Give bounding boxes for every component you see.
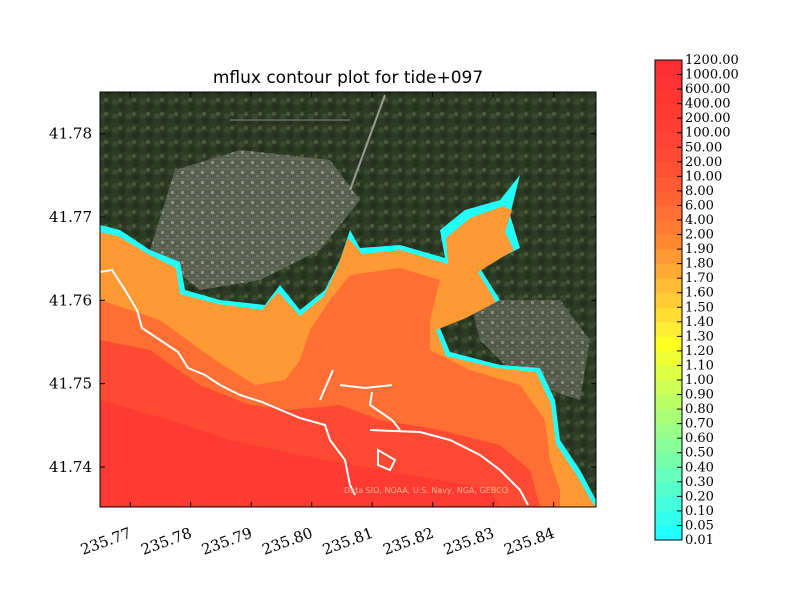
colorbar-segment: [655, 336, 682, 352]
colorbar-segment: [655, 510, 682, 526]
colorbar-segment: [655, 147, 682, 163]
shoreline-contours: [100, 268, 529, 506]
colorbar-segment: [655, 307, 682, 323]
colorbar-label: 0.40: [685, 460, 714, 475]
colorbar-segment: [655, 467, 682, 483]
colorbar-label: 2.00: [685, 228, 714, 243]
colorbar-label: 0.30: [685, 475, 714, 490]
colorbar-segment: [655, 380, 682, 396]
breakwater-line: [369, 429, 529, 506]
colorbar-segment: [655, 176, 682, 192]
x-tick-label: 235.84: [502, 524, 557, 559]
map-attribution: Data SIO, NOAA, U.S. Navy, NGA, GEBCO: [344, 486, 508, 495]
colorbar-label: 1.70: [685, 271, 714, 286]
colorbar-label: 8.00: [685, 184, 714, 199]
colorbar-segment: [655, 74, 682, 90]
colorbar-label: 1.20: [685, 344, 714, 359]
colorbar-segment: [655, 89, 682, 105]
colorbar-label: 1.00: [685, 373, 714, 388]
colorbar-label: 0.70: [685, 417, 714, 432]
colorbar: 0.010.050.100.200.300.400.500.600.700.80…: [654, 53, 739, 548]
colorbar-segment: [655, 394, 682, 410]
colorbar-label: 0.60: [685, 431, 714, 446]
x-tick-label: 235.82: [381, 524, 436, 559]
colorbar-segment: [655, 496, 682, 512]
jetty-line: [261, 401, 356, 496]
shoreline-line: [100, 268, 263, 403]
flux-contour-layer: [100, 175, 596, 507]
x-tick-label: 235.83: [441, 524, 496, 559]
colorbar-label: 0.20: [685, 489, 714, 504]
x-tick-label: 235.78: [139, 524, 194, 559]
colorbar-label: 10.00: [685, 169, 722, 184]
colorbar-label: 200.00: [685, 111, 731, 126]
colorbar-label: 0.80: [685, 402, 714, 417]
colorbar-segment: [655, 423, 682, 439]
channel-line: [319, 369, 401, 431]
colorbar-label: 1.60: [685, 286, 714, 301]
y-tick-label: 41.76: [49, 291, 92, 309]
colorbar-label: 0.10: [685, 504, 714, 519]
x-tick-label: 235.79: [199, 524, 254, 559]
colorbar-label: 1.10: [685, 358, 714, 373]
colorbar-segment: [655, 409, 682, 425]
colorbar-label: 0.90: [685, 388, 714, 403]
colorbar-frame: [654, 59, 683, 541]
colorbar-segment: [655, 452, 682, 468]
colorbar-label: 1.90: [685, 242, 714, 257]
colorbar-segment: [655, 292, 682, 308]
colorbar-segment: [655, 278, 682, 294]
colorbar-segment: [655, 350, 682, 366]
y-tick-label: 41.78: [49, 125, 92, 143]
colorbar-label: 400.00: [685, 97, 731, 112]
colorbar-segment: [655, 525, 682, 541]
colorbar-segment: [655, 190, 682, 206]
colorbar-label: 6.00: [685, 198, 714, 213]
colorbar-segment: [655, 263, 682, 279]
plot-frame: [99, 91, 597, 508]
x-tick-label: 235.80: [260, 524, 315, 559]
colorbar-segment: [655, 60, 682, 76]
colorbar-segment: [655, 321, 682, 337]
colorbar-label: 1200.00: [685, 53, 739, 68]
colorbar-label: 600.00: [685, 82, 731, 97]
colorbar-segment: [655, 481, 682, 497]
colorbar-segment: [655, 438, 682, 454]
colorbar-segment: [655, 161, 682, 177]
colorbar-label: 1000.00: [685, 68, 739, 83]
x-tick-label: 235.81: [320, 524, 375, 559]
colorbar-segment: [655, 103, 682, 119]
colorbar-segment: [655, 118, 682, 134]
y-axis: 41.74 41.75 41.76 41.77 41.78: [49, 125, 596, 476]
colorbar-label: 1.40: [685, 315, 714, 330]
y-tick-label: 41.74: [49, 458, 92, 476]
colorbar-segment: [655, 234, 682, 250]
colorbar-segment: [655, 205, 682, 221]
colorbar-label: 0.01: [685, 533, 714, 548]
colorbar-label: 0.50: [685, 446, 714, 461]
colorbar-label: 1.30: [685, 329, 714, 344]
y-tick-label: 41.75: [49, 375, 92, 393]
colorbar-segment: [655, 220, 682, 236]
colorbar-segment: [655, 365, 682, 381]
colorbar-segment: [655, 249, 682, 265]
y-tick-label: 41.77: [49, 208, 92, 226]
flux-core-zone: [100, 400, 500, 507]
colorbar-label: 1.50: [685, 300, 714, 315]
colorbar-label: 20.00: [685, 155, 722, 170]
colorbar-label: 50.00: [685, 140, 722, 155]
x-tick-label: 235.77: [78, 524, 133, 559]
chart-title: mflux contour plot for tide+097: [212, 68, 484, 88]
harbor-basin: [377, 448, 397, 472]
colorbar-label: 100.00: [685, 126, 731, 141]
colorbar-label: 1.80: [685, 257, 714, 272]
colorbar-label: 4.00: [685, 213, 714, 228]
colorbar-segment: [655, 132, 682, 148]
colorbar-label: 0.05: [685, 518, 714, 533]
